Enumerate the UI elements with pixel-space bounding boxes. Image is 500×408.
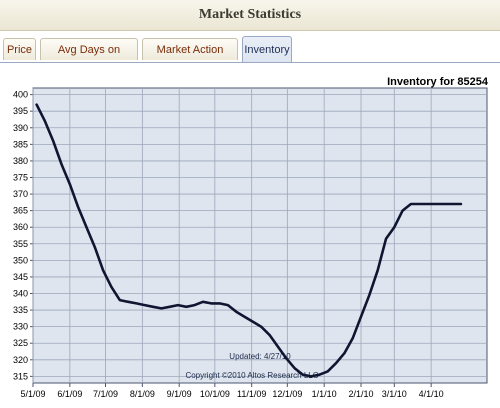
updated-note: Updated: 4/27/10: [229, 352, 291, 361]
x-tick-label: 1/1/10: [312, 389, 337, 399]
x-tick-label: 5/1/09: [20, 389, 45, 399]
y-tick-label: 335: [13, 305, 28, 315]
x-tick-label: 12/1/09: [272, 389, 302, 399]
y-tick-label: 320: [13, 355, 28, 365]
inventory-series-line: [35, 103, 463, 378]
y-tick-label: 385: [13, 139, 28, 149]
x-tick-label: 2/1/10: [349, 389, 374, 399]
y-tick-label: 400: [13, 90, 28, 100]
chart-title: Inventory for 85254: [387, 76, 488, 88]
x-tick-label: 7/1/09: [93, 389, 118, 399]
y-tick-label: 360: [13, 222, 28, 232]
y-tick-label: 350: [13, 255, 28, 265]
y-tick-label: 345: [13, 272, 28, 282]
x-tick-label: 8/1/09: [130, 389, 155, 399]
x-tick-label: 3/1/10: [382, 389, 407, 399]
x-tick-label: 10/1/09: [200, 389, 230, 399]
tab-price[interactable]: Price: [3, 38, 36, 60]
y-tick-label: 390: [13, 123, 28, 133]
x-tick-label: 6/1/09: [57, 389, 82, 399]
x-tick-label: 4/1/10: [419, 389, 444, 399]
copyright-note: Copyright ©2010 Altos Research LLC: [185, 371, 318, 380]
page-title: Market Statistics: [198, 7, 302, 22]
y-tick-label: 395: [13, 106, 28, 116]
tab-avg-days-on-market[interactable]: Avg Days on Market: [40, 38, 138, 78]
plot-area: [32, 87, 488, 384]
y-tick-label: 330: [13, 322, 28, 332]
inventory-chart: 315 320 325 330 335 340 345 350 355 360 365 370 375 3…: [13, 87, 488, 399]
tab-inventory[interactable]: Inventory: [242, 36, 292, 62]
y-tick-label: 380: [13, 156, 28, 166]
y-tick-label: 340: [13, 289, 28, 299]
page-header: Market Statistics: [0, 0, 500, 31]
y-tick-label: 355: [13, 239, 28, 249]
x-tick-label: 9/1/09: [167, 389, 192, 399]
tab-bar: Price Avg Days on Market Market Action I…: [0, 36, 500, 78]
y-tick-label: 315: [13, 371, 28, 381]
y-tick-label: 365: [13, 206, 28, 216]
tab-market-action-index[interactable]: Market Action Index: [142, 38, 238, 78]
y-tick-label: 325: [13, 338, 28, 348]
x-tick-label: 11/1/09: [237, 389, 266, 399]
chart-panel: Inventory for 85254 315 320 325 330 335 340 34…: [0, 62, 500, 408]
y-tick-label: 370: [13, 189, 28, 199]
y-tick-label: 375: [13, 172, 28, 182]
